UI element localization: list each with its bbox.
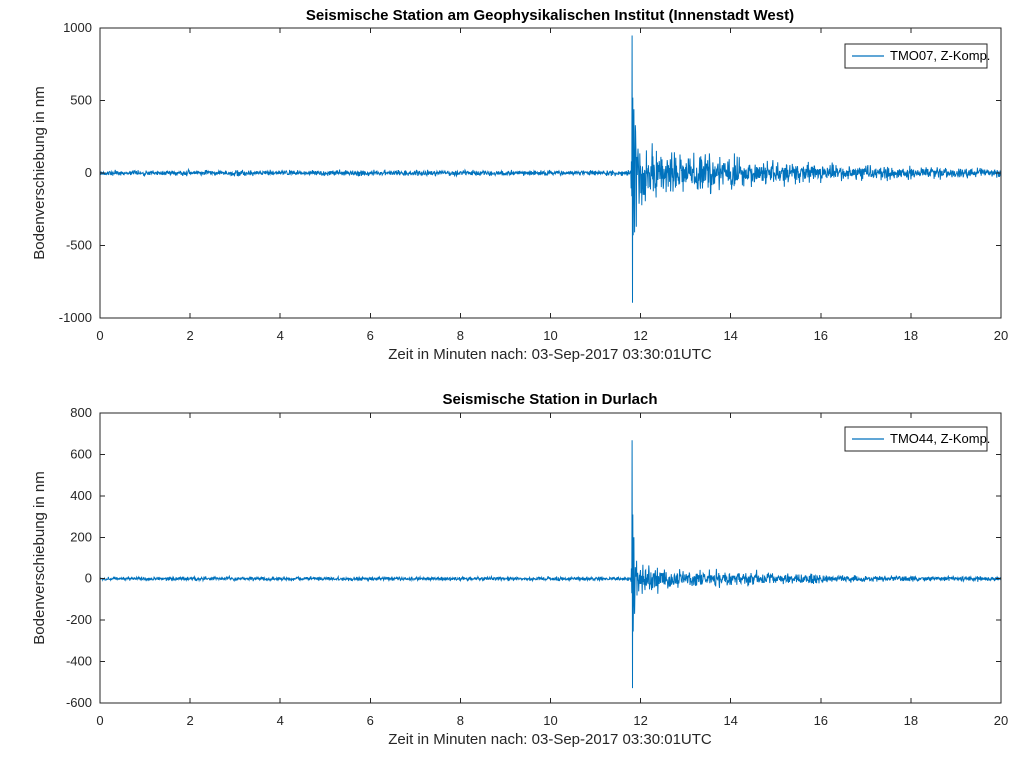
x-tick-label: 8 <box>457 713 464 728</box>
axis-tick-labels: 0 2 4 6 8 10 12 14 16 18 20 -600 -400 -200 0 200 400 600 8… <box>66 405 1008 728</box>
y-axis-label: Bodenverschiebung in nm <box>31 471 48 644</box>
y-tick-label: -1000 <box>59 310 92 325</box>
y-tick-label: 0 <box>85 165 92 180</box>
waveform-trace-tmo07 <box>100 35 1001 303</box>
seismogram-line <box>100 440 1001 689</box>
legend: TMO07, Z-Komp. <box>844 43 990 69</box>
x-tick-label: 0 <box>96 328 103 343</box>
y-tick-label: -200 <box>66 612 92 627</box>
x-tick-label: 2 <box>186 328 193 343</box>
y-tick-label: 400 <box>70 488 92 503</box>
x-tick-label: 20 <box>994 328 1008 343</box>
x-tick-label: 18 <box>904 328 918 343</box>
x-tick-label: 12 <box>633 328 647 343</box>
y-tick-label: -400 <box>66 654 92 669</box>
axis-ticks <box>99 27 1002 319</box>
x-tick-label: 16 <box>814 328 828 343</box>
x-tick-label: 18 <box>904 713 918 728</box>
y-tick-label: -600 <box>66 695 92 710</box>
axis-ticks <box>99 412 1002 704</box>
x-tick-label: 4 <box>277 713 284 728</box>
x-axis-label: Zeit in Minuten nach: 03-Sep-2017 03:30:… <box>388 731 712 748</box>
plot-title: Seismische Station am Geophysikalischen … <box>306 7 794 24</box>
seismogram-line <box>100 35 1001 303</box>
x-tick-label: 2 <box>186 713 193 728</box>
x-tick-label: 14 <box>723 713 737 728</box>
x-tick-label: 0 <box>96 713 103 728</box>
y-tick-label: 200 <box>70 529 92 544</box>
legend: TMO44, Z-Komp. <box>844 426 990 452</box>
x-tick-label: 8 <box>457 328 464 343</box>
waveform-trace-tmo44 <box>100 440 1001 689</box>
x-tick-label: 6 <box>367 713 374 728</box>
x-tick-label: 10 <box>543 328 557 343</box>
x-tick-label: 12 <box>633 713 647 728</box>
bottom-plot: 0 2 4 6 8 10 12 14 16 18 20 -600 -400 -200 0 200 400 600 8… <box>31 391 1008 748</box>
axes-box <box>99 412 1002 704</box>
x-tick-label: 10 <box>543 713 557 728</box>
y-tick-label: 0 <box>85 571 92 586</box>
plot-title: Seismische Station in Durlach <box>442 391 657 408</box>
y-tick-label: 500 <box>70 93 92 108</box>
x-tick-label: 4 <box>277 328 284 343</box>
x-tick-label: 20 <box>994 713 1008 728</box>
axis-tick-labels: 0 2 4 6 8 10 12 14 16 18 20 -1000 -500 0 500 1000 <box>59 20 1008 343</box>
legend-label: TMO07, Z-Komp. <box>890 48 990 63</box>
y-tick-label: 800 <box>70 405 92 420</box>
x-tick-label: 14 <box>723 328 737 343</box>
x-tick-label: 16 <box>814 713 828 728</box>
y-tick-label: 1000 <box>63 20 92 35</box>
y-tick-label: 600 <box>70 446 92 461</box>
x-axis-label: Zeit in Minuten nach: 03-Sep-2017 03:30:… <box>388 346 712 363</box>
y-axis-label: Bodenverschiebung in nm <box>31 86 48 259</box>
legend-label: TMO44, Z-Komp. <box>890 431 990 446</box>
x-tick-label: 6 <box>367 328 374 343</box>
y-tick-label: -500 <box>66 238 92 253</box>
top-plot: 0 2 4 6 8 10 12 14 16 18 20 -1000 -500 0 500 1000 Seism… <box>31 7 1008 363</box>
